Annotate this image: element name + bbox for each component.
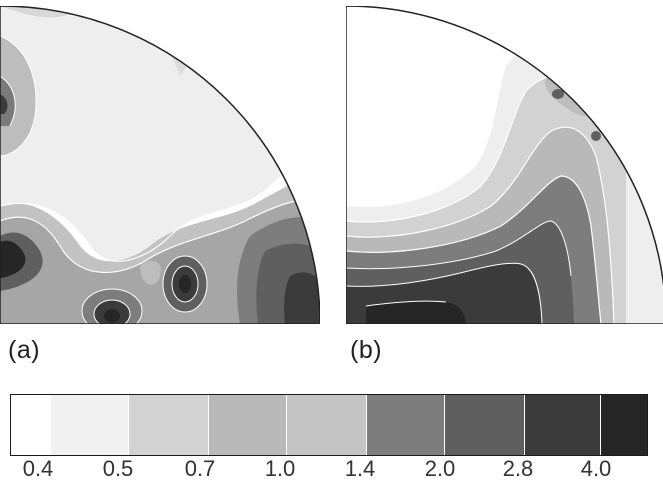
pole-figure-outline-b	[346, 6, 663, 324]
legend-tick-label: 0.5	[102, 456, 134, 481]
legend-tick-label: 1.0	[264, 456, 296, 481]
legend-tick-label: 2.8	[502, 456, 534, 481]
legend-swatch	[129, 395, 209, 455]
legend-tick-label: 0.7	[184, 456, 216, 481]
legend-tick-label: 2.0	[424, 456, 456, 481]
contour-fill-b	[346, 6, 663, 324]
legend-swatch	[367, 395, 445, 455]
legend-swatch	[51, 395, 129, 455]
pole-figure-a	[0, 6, 320, 324]
legend-swatch	[11, 395, 51, 455]
pole-figure-b	[346, 6, 663, 324]
legend-swatch	[209, 395, 287, 455]
legend-swatch	[445, 395, 525, 455]
color-scale-tick-labels: 0.4 0.5 0.7 1.0 1.4 2.0 2.8 4.0	[0, 456, 663, 492]
legend-tick-label: 1.4	[344, 456, 376, 481]
legend-swatch	[601, 395, 647, 455]
legend-swatch	[525, 395, 601, 455]
panel-label-b: (b)	[350, 336, 383, 364]
panel-label-a: (a)	[8, 336, 41, 364]
pole-figure-outline-a	[0, 6, 320, 324]
legend-tick-label: 4.0	[580, 456, 612, 481]
contour-fill-a	[0, 6, 320, 324]
legend-swatch	[287, 395, 367, 455]
legend-tick-label: 0.4	[22, 456, 54, 481]
color-scale-legend	[10, 394, 648, 456]
